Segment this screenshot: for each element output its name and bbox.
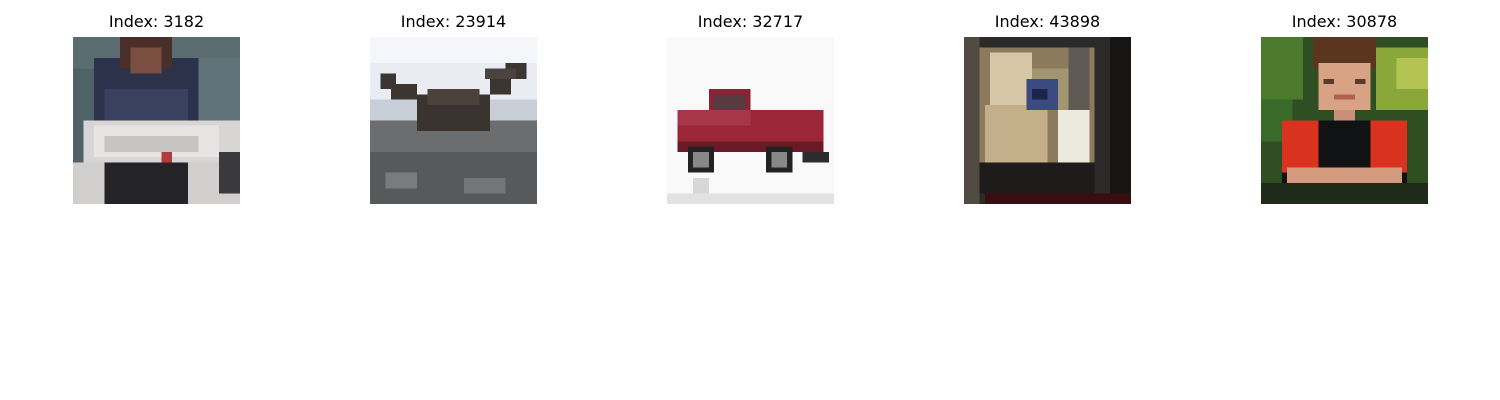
image-panel-5: Index: 30878 xyxy=(1261,12,1428,204)
image-panel-2: Index: 23914 xyxy=(370,12,537,204)
image-panel-4: Index: 43898 xyxy=(964,12,1131,204)
panel-title: Index: 43898 xyxy=(994,12,1101,31)
image-panel-1: Index: 3182 xyxy=(73,12,240,204)
panel-title: Index: 32717 xyxy=(697,12,804,31)
thumbnail-man-holding-fish xyxy=(73,37,240,204)
thumbnail-cat-face-closeup xyxy=(964,37,1131,204)
image-panel-3: Index: 32717 xyxy=(667,12,834,204)
thumbnail-red-pickup-truck xyxy=(667,37,834,204)
panel-title: Index: 3182 xyxy=(108,12,205,31)
thumbnail-boy-portrait xyxy=(1261,37,1428,204)
panel-title: Index: 30878 xyxy=(1291,12,1398,31)
thumbnail-bird-on-rocky-shore xyxy=(370,37,537,204)
panel-title: Index: 23914 xyxy=(400,12,507,31)
